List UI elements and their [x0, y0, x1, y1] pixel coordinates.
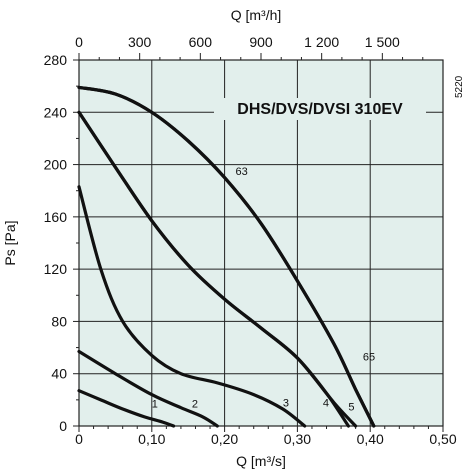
x2-tick-label: 600: [189, 34, 213, 50]
curve-label-5: 5: [348, 401, 354, 413]
x-tick-label: 0,40: [357, 431, 384, 447]
x-tick-label: 0,30: [284, 431, 311, 447]
curve-1: [77, 389, 176, 428]
x-tick-label: 0,50: [429, 431, 456, 447]
y-axis-title: Ps [Pa]: [2, 220, 18, 265]
title-group: DHS/DVS/DVSI 310EV: [214, 98, 426, 120]
x-tick-label: 0: [75, 431, 83, 447]
x2-tick-label: 900: [249, 34, 273, 50]
x-axis-title: Q [m³/s]: [236, 453, 286, 469]
curve-label-65: 65: [363, 352, 375, 364]
curve-label-4: 4: [323, 397, 329, 409]
curve-3: [77, 185, 307, 428]
plot-area: [79, 60, 443, 426]
x-tick-label: 0,10: [138, 431, 165, 447]
axis-ticks: 0 0,10 0,20 0,30 0,40 0,500408012016020024028…: [44, 34, 457, 447]
title-background: [214, 98, 426, 120]
chart-code: 5220: [454, 75, 465, 98]
curve-65: [77, 85, 376, 428]
curve-5: [77, 110, 358, 428]
x2-tick-label: 1 200: [304, 34, 339, 50]
curve-label-63: 63: [236, 166, 248, 178]
x2-tick-label: 1 500: [365, 34, 400, 50]
y-tick-label: 0: [59, 418, 67, 434]
x-tick-label: 0,20: [211, 431, 238, 447]
x2-tick-label: 0: [75, 34, 83, 50]
x2-tick-label: 300: [128, 34, 152, 50]
y-tick-label: 80: [51, 313, 67, 329]
y-tick-label: 120: [44, 261, 68, 277]
curve-labels: 1 2 3 4 5 63 65: [152, 166, 375, 413]
curve-2: [77, 349, 219, 428]
y-tick-label: 240: [44, 104, 68, 120]
y-tick-label: 160: [44, 209, 68, 225]
x2-axis-title: Q [m³/h]: [231, 7, 282, 23]
y-tick-label: 280: [44, 52, 68, 68]
fan-curves: [77, 85, 376, 428]
y-tick-label: 200: [44, 157, 68, 173]
chart-title: DHS/DVS/DVSI 310EV: [237, 101, 403, 118]
curve-label-3: 3: [283, 397, 289, 409]
curve-label-2: 2: [192, 399, 198, 411]
curve-label-1: 1: [152, 399, 158, 411]
y-tick-label: 40: [51, 366, 67, 382]
